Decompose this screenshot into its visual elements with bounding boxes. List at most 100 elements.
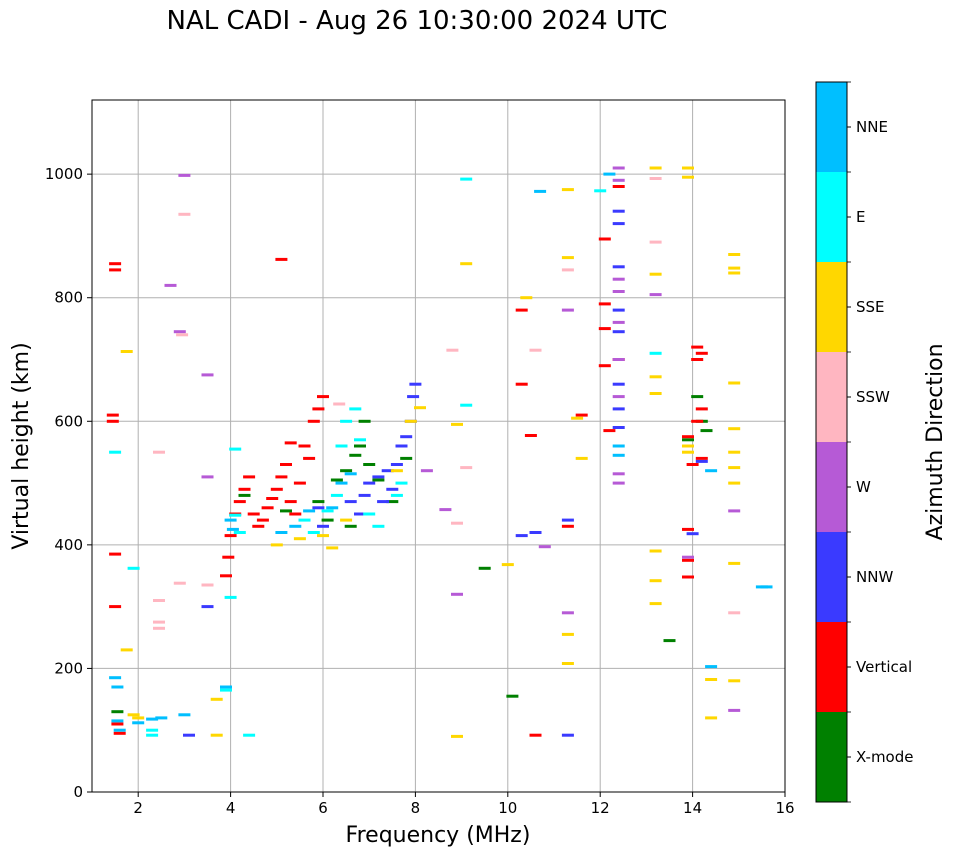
data-point [728,509,741,513]
data-point [390,463,403,466]
x-tick-label: 12 [591,799,610,817]
data-point [321,518,334,522]
data-point [109,605,122,609]
data-point [460,177,473,181]
data-point [335,481,348,485]
data-point [695,459,708,463]
data-point [649,166,662,170]
data-point [395,444,408,448]
data-point [178,212,191,216]
data-point [335,444,348,448]
data-point [312,407,325,411]
data-point [127,713,140,717]
data-point [728,481,741,485]
colorbar-label: Azimuth Direction [923,343,948,540]
data-point [728,266,741,270]
x-tick-label: 10 [498,799,517,817]
colorbar-swatch-nnw [816,532,847,622]
data-point [612,330,625,334]
data-point [224,518,237,522]
data-point [340,469,353,473]
y-axis-label: Virtual height (km) [9,342,34,549]
data-point [682,435,694,439]
data-point [682,450,694,454]
y-tick-label: 200 [54,659,83,677]
data-point [349,453,362,457]
data-point [127,566,140,570]
data-point [395,481,408,485]
data-point [266,497,279,500]
data-point [460,466,473,470]
data-point [561,268,574,272]
data-point [451,521,463,525]
data-point [354,512,366,516]
data-point [649,579,662,583]
data-point [372,475,385,479]
data-point [317,524,329,528]
data-point [682,575,694,579]
data-point [280,463,292,466]
data-point [363,512,376,516]
data-point [173,581,186,585]
data-point [201,605,214,609]
data-point [224,534,237,538]
data-point [109,552,122,556]
data-point [275,475,288,479]
data-point [280,509,292,513]
colorbar-frame [815,81,848,803]
data-point [612,290,625,293]
data-point [612,444,625,448]
data-point [303,456,316,460]
data-point [561,518,574,522]
series-sse [120,166,741,738]
data-point [243,733,256,737]
data-point [561,662,574,665]
data-point [571,416,584,420]
data-point [146,733,159,737]
data-point [153,450,165,454]
data-point [201,475,214,479]
data-point [682,527,694,531]
colorbar-label-sse: SSE [856,298,885,316]
data-point [317,395,329,399]
x-tick-label: 8 [411,799,421,817]
data-point [111,685,124,689]
series-vertical [106,185,708,737]
data-point [561,308,574,312]
data-point [603,172,616,176]
data-point [275,257,288,261]
series-nne [109,172,773,732]
data-point [649,272,662,276]
plot-frame [91,99,786,793]
data-point [132,716,145,720]
data-point [222,555,235,559]
data-point [728,611,741,615]
colorbar-label-ssw: SSW [856,388,890,406]
data-point [682,166,694,170]
data-point [109,262,122,266]
data-point [649,293,662,297]
data-point [695,351,708,355]
data-point [176,333,189,337]
colorbar-label-x-mode: X-mode [856,748,913,766]
data-point [682,438,694,442]
data-point [224,595,237,599]
data-point [312,500,325,504]
data-point [220,574,232,578]
colorbar-label-w: W [856,478,871,496]
data-point [612,265,625,269]
data-point [358,493,371,497]
data-point [561,733,574,737]
data-point [603,429,616,433]
data-point [132,721,145,725]
data-point [524,434,537,437]
data-point [598,302,611,306]
data-point [501,563,514,567]
x-axis-ticks: 2 4 6 8 10 12 14 16 [133,792,795,817]
data-point [390,493,403,497]
data-point [293,537,306,541]
data-point [728,253,741,256]
data-point [178,173,191,177]
data-point [113,731,126,735]
